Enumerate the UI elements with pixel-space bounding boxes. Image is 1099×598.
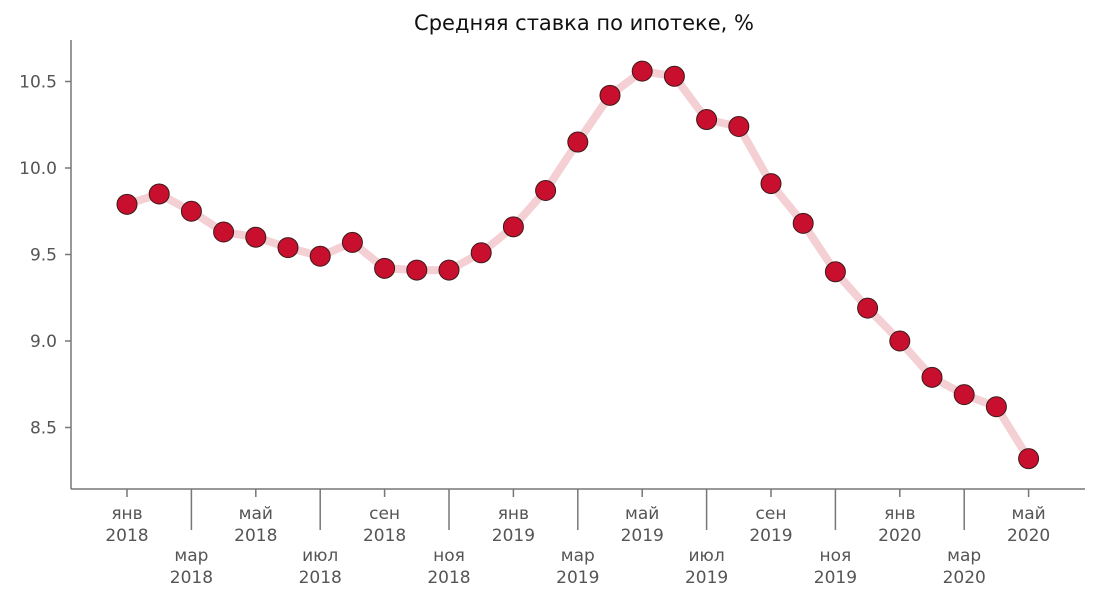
data-point-marker (728, 115, 750, 137)
x-tick-month: июл (688, 546, 724, 566)
x-tick-month: мар (947, 546, 981, 566)
data-point-marker (663, 65, 685, 87)
data-point-marker (502, 216, 524, 238)
x-tick-month: мар (561, 546, 595, 566)
x-tick-year: 2020 (878, 526, 921, 546)
data-point-marker (696, 109, 718, 131)
x-tick-month: янв (111, 504, 142, 524)
data-point-marker (824, 261, 846, 283)
y-tick-label: 9.5 (30, 246, 57, 266)
x-tick-year: 2019 (814, 568, 857, 588)
data-point-marker (213, 221, 235, 243)
x-tick-year: 2018 (170, 568, 213, 588)
x-tick-month: июл (302, 546, 338, 566)
x-tick-year: 2018 (427, 568, 470, 588)
data-point-marker (567, 131, 589, 153)
chart-title: Средняя ставка по ипотеке, % (414, 11, 754, 35)
y-tick-label: 9.0 (30, 332, 57, 352)
data-point-marker (535, 179, 557, 201)
data-point-marker (1018, 448, 1040, 470)
data-point-marker (438, 259, 460, 281)
data-point-marker (309, 245, 331, 267)
y-tick-label: 10.5 (19, 73, 57, 93)
data-point-marker (148, 183, 170, 205)
x-tick-month: май (625, 504, 659, 524)
x-tick-year: 2019 (492, 526, 535, 546)
data-point-marker (631, 60, 653, 82)
data-point-marker (374, 257, 396, 279)
data-point-marker (470, 242, 492, 264)
x-tick-year: 2020 (943, 568, 986, 588)
data-point-marker (180, 200, 202, 222)
x-tick-month: мар (174, 546, 208, 566)
y-axis: 8.5 9.0 9.5 10.0 10.5 (19, 40, 72, 489)
data-point-marker (341, 231, 363, 253)
x-tick-year: 2020 (1007, 526, 1050, 546)
x-tick-year: 2018 (105, 526, 148, 546)
data-point-marker (985, 396, 1007, 418)
x-tick-month: сен (369, 504, 400, 524)
x-tick-year: 2019 (621, 526, 664, 546)
x-tick-month: ноя (820, 546, 852, 566)
data-point-marker (116, 193, 138, 215)
x-tick-month: май (239, 504, 273, 524)
x-tick-month: сен (756, 504, 787, 524)
x-tick-month: янв (498, 504, 529, 524)
x-tick-year: 2019 (749, 526, 792, 546)
series-line (123, 67, 1033, 463)
data-point-marker (921, 366, 943, 388)
data-point-marker (599, 84, 621, 106)
y-tick-label: 10.0 (19, 159, 57, 179)
data-series (116, 60, 1040, 470)
data-point-marker (792, 212, 814, 234)
x-tick-year: 2018 (234, 526, 277, 546)
data-point-marker (406, 259, 428, 281)
x-tick-year: 2019 (556, 568, 599, 588)
data-point-marker (889, 330, 911, 352)
x-tick-year: 2019 (685, 568, 728, 588)
x-tick-year: 2018 (299, 568, 342, 588)
x-axis: янв2018мар2018май2018июл2018сен2018ноя20… (71, 488, 1085, 588)
data-point-marker (277, 237, 299, 259)
x-tick-month: янв (884, 504, 915, 524)
data-point-marker (245, 226, 267, 248)
y-tick-label: 8.5 (30, 419, 57, 439)
x-tick-year: 2018 (363, 526, 406, 546)
data-point-marker (857, 297, 879, 319)
x-tick-month: ноя (433, 546, 465, 566)
data-point-marker (760, 173, 782, 195)
x-tick-month: май (1011, 504, 1045, 524)
data-point-marker (953, 384, 975, 406)
